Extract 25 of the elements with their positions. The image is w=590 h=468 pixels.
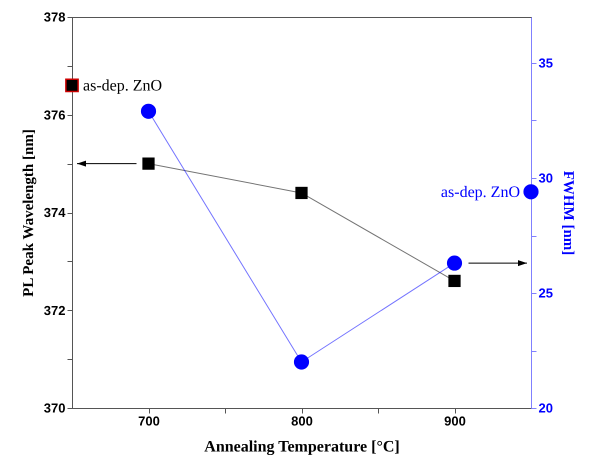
y-tick-label: 370 xyxy=(44,400,66,416)
x-tick-label: 700 xyxy=(138,414,160,428)
y2-tick-label: 30 xyxy=(538,170,553,186)
y-tick-label: 372 xyxy=(44,302,66,318)
x-tick-label: 800 xyxy=(291,414,313,428)
point xyxy=(523,184,539,200)
point xyxy=(142,158,155,170)
y2-axis-title: FWHM [nm] xyxy=(560,170,576,256)
y-axis-title: PL Peak Wavelength [nm] xyxy=(20,129,37,297)
point xyxy=(140,104,156,119)
y-tick-label: 376 xyxy=(44,107,66,122)
y2-tick-label: 25 xyxy=(538,286,553,300)
point xyxy=(294,354,310,370)
point xyxy=(446,256,462,271)
y-tick-label: 378 xyxy=(44,10,66,24)
annotation: as-dep. ZnO xyxy=(440,184,520,201)
point xyxy=(65,78,79,92)
annotation: as-dep. ZnO xyxy=(83,77,162,94)
y2-tick-label: 35 xyxy=(538,56,553,70)
point xyxy=(295,186,308,200)
x-axis-title: Annealing Temperature [°C] xyxy=(204,438,400,456)
x-tick-label: 900 xyxy=(444,414,466,428)
point xyxy=(448,274,461,288)
y2-tick-label: 20 xyxy=(538,400,553,416)
y-tick-label: 374 xyxy=(44,205,66,220)
